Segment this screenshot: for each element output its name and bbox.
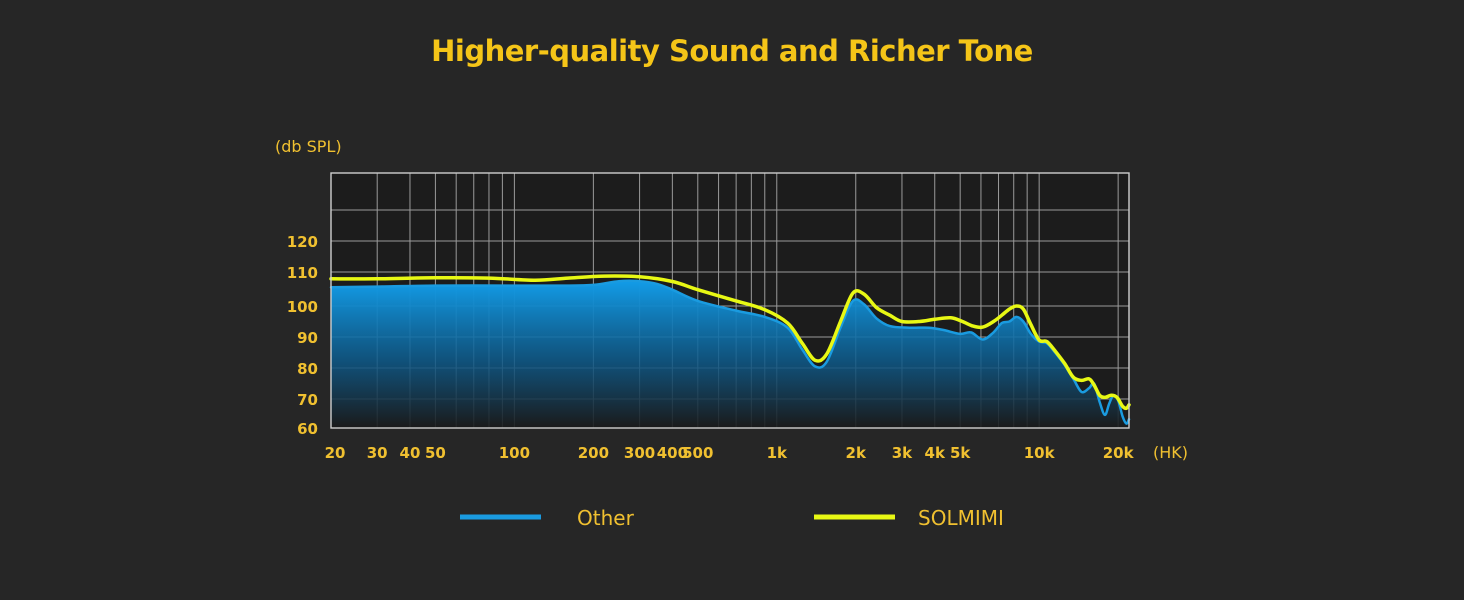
y-tick-label: 80 — [297, 360, 318, 378]
x-tick-label: 100 — [499, 444, 530, 462]
x-tick-label: 2k — [846, 444, 867, 462]
x-tick-label: 50 — [425, 444, 446, 462]
x-tick-label: 200 — [578, 444, 609, 462]
legend-label-other: Other — [577, 506, 635, 530]
x-axis-label: (HK) — [1153, 443, 1188, 462]
x-tick-label: 20k — [1103, 444, 1135, 462]
plot-frame — [330, 172, 1130, 429]
x-tick-label: 20 — [325, 444, 346, 462]
series-line-solmimi — [329, 274, 1131, 411]
chart-title: Higher-quality Sound and Richer Tone — [431, 34, 1033, 68]
y-tick-label: 100 — [287, 298, 318, 316]
x-tick-label: 500 — [682, 444, 713, 462]
x-tick-label: 10k — [1024, 444, 1056, 462]
legend: Other SOLMIMI — [460, 506, 1004, 530]
x-tick-label: 5k — [950, 444, 971, 462]
x-tick-label: 40 — [400, 444, 421, 462]
x-tick-label: 300 — [624, 444, 655, 462]
x-tick-label: 3k — [892, 444, 913, 462]
x-tick-label: 400 — [657, 444, 688, 462]
x-tick-label: 30 — [367, 444, 388, 462]
y-tick-label: 110 — [287, 264, 318, 282]
y-axis-label: (db SPL) — [275, 137, 342, 156]
y-tick-label: 120 — [287, 233, 318, 251]
series-area-other — [331, 280, 1129, 428]
legend-label-solmimi: SOLMIMI — [918, 506, 1004, 530]
y-tick-label: 70 — [297, 391, 318, 409]
x-tick-label: 1k — [767, 444, 788, 462]
x-tick-label: 4k — [925, 444, 946, 462]
y-tick-label: 60 — [297, 420, 318, 438]
y-tick-label: 90 — [297, 329, 318, 347]
